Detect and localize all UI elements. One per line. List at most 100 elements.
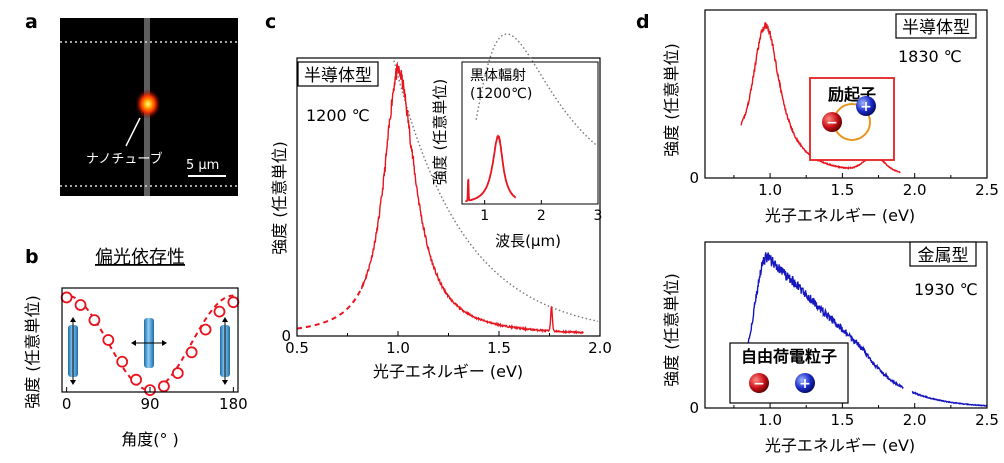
- polarization-data-point: [130, 373, 143, 386]
- temperature-label-1830: 1830 ℃: [898, 47, 962, 66]
- free-electron-icon: [749, 373, 769, 393]
- free-carrier-box-frame: [729, 342, 849, 404]
- spectrum-1830-xtick-label: 2.5: [975, 181, 999, 199]
- pointer-line: [125, 117, 141, 147]
- inset-series: [465, 33, 598, 203]
- polarization-xtick-label: 180: [219, 395, 248, 413]
- micrograph-panel: ナノチューブ 5 μm: [60, 18, 238, 196]
- spectrum-1830-xtick-label: 1.0: [758, 181, 782, 199]
- inset-ylabel: 強度 (任意単位): [431, 79, 449, 185]
- type-box-metallic: [909, 241, 977, 267]
- temperature-label-1200: 1200 ℃: [306, 106, 370, 125]
- spectrum-1930-xtick-label: 1.0: [758, 411, 782, 429]
- hole-sign: +: [860, 99, 872, 115]
- spectrum-1200-ylabel: 強度 (任意単位): [270, 141, 289, 255]
- free-electron-sign: −: [753, 376, 765, 392]
- type-box-semiconducting-1830: [895, 13, 977, 39]
- polarization-xtick-label: 90: [140, 395, 159, 413]
- spectrum-1200-panel: 0.5 1.0 1.5 2.0 0 半導体型 1200 ℃ 強度 (任意単位) 光子エネ…: [270, 33, 612, 381]
- inset-axes: 1 2 3: [461, 61, 603, 224]
- inset-blackbody-curve: [475, 33, 598, 147]
- polarization-data-point: [171, 367, 184, 379]
- inset-background: [458, 62, 598, 202]
- tube-icon-left: [68, 317, 78, 385]
- spectrum-1930-panel: 1.0 1.5 2.0 2.5 0 金属型 1930 ℃ 自由荷電粒子 − + 強度 (…: [662, 241, 999, 455]
- spectrum-1930-xtick-label: 2.0: [903, 411, 927, 429]
- polarization-xtick-label: 0: [62, 395, 72, 413]
- polarization-data-point: [157, 380, 170, 393]
- inset-xtick-label: 2: [537, 208, 546, 224]
- spectrum-1200-xtick-label: 1.0: [386, 339, 410, 357]
- spectrum-1930-xtick-label: 2.5: [975, 411, 999, 429]
- free-hole-icon: [795, 373, 815, 393]
- spectrum-1830-xtick-label: 1.5: [830, 181, 854, 199]
- spectrum-1200-xtick-label: 1.5: [487, 339, 511, 357]
- polarization-data-point: [60, 291, 73, 304]
- polarization-data-point: [88, 314, 101, 327]
- inset-xtick-label: 3: [594, 208, 603, 224]
- spectrum-1930-ylabel: 強度 (任意単位): [662, 273, 681, 387]
- free-carrier-box: 自由荷電粒子 − +: [729, 342, 849, 404]
- type-box-semiconducting: [297, 61, 379, 87]
- polarization-axes: 0 90 180: [61, 287, 248, 413]
- tube-icon-middle: [131, 318, 167, 368]
- nanotube-label: ナノチューブ: [86, 151, 163, 167]
- polarization-panel: 偏光依存性 0 90 180 強度 (任意単位) 角度(° ): [23, 247, 248, 449]
- type-label-semiconducting: 半導体型: [304, 66, 372, 86]
- blackbody-curve: [393, 60, 599, 322]
- spectrum-1930-xlabel: 光子エネルギー (eV): [765, 436, 915, 455]
- panel-label-b: b: [25, 246, 39, 268]
- panel-label-d: d: [636, 11, 650, 33]
- spectrum-1830-ytick-label: 0: [689, 169, 699, 187]
- emission-spot: [135, 89, 161, 119]
- panel-label-c: c: [265, 11, 276, 33]
- inset-legend-line1: 黒体輻射: [470, 68, 526, 84]
- type-label-semiconducting-1830: 半導体型: [902, 18, 970, 38]
- spectrum-1200-xlabel: 光子エネルギー (eV): [373, 362, 523, 381]
- polarization-xlabel: 角度(° ): [121, 430, 179, 449]
- polarization-data-point: [185, 346, 198, 359]
- spectrum-1830-ylabel: 強度 (任意単位): [662, 43, 681, 157]
- spectrum-1200-ytick-label: 0: [281, 327, 291, 345]
- electron-icon: [822, 112, 842, 132]
- polarization-data-point: [116, 355, 129, 368]
- spectrum-1200-xtick-label: 0.5: [285, 339, 309, 357]
- spectrum-1200-fit-curve: [296, 282, 365, 330]
- polarization-data-point: [199, 323, 212, 336]
- spectrum-1830-panel: 1.0 1.5 2.0 2.5 0 半導体型 1830 ℃ 励起子 − + 強度 (任意…: [662, 9, 999, 225]
- type-label-metallic: 金属型: [918, 246, 969, 266]
- inset-frame: [461, 61, 599, 205]
- polarization-title: 偏光依存性: [95, 247, 185, 268]
- spectrum-1930-frame: [704, 241, 988, 409]
- free-carrier-title: 自由荷電粒子: [741, 347, 837, 366]
- spectrum-1930-series: [733, 252, 988, 407]
- spectrum-1930-curve: [733, 252, 904, 390]
- spectrum-1200-curve: [360, 61, 584, 335]
- tube-icon-right: [220, 317, 230, 385]
- spectrum-1200-series: [296, 60, 599, 335]
- spectrum-1830-axes: 1.0 1.5 2.0 2.5 0: [689, 9, 999, 199]
- free-hole-sign: +: [799, 376, 811, 392]
- polarization-data-point: [102, 334, 115, 346]
- inset-emission-curve: [465, 134, 517, 203]
- spectrum-1200-axes: 0.5 1.0 1.5 2.0 0: [281, 57, 612, 357]
- exciton-box: 励起子 − +: [809, 77, 895, 161]
- spectrum-1930-xtick-label: 1.5: [830, 411, 854, 429]
- spectrum-1830-frame: [704, 9, 988, 179]
- panel-label-a: a: [25, 11, 38, 33]
- spectrum-1930-tail: [911, 390, 988, 407]
- spectrum-1830-xlabel: 光子エネルギー (eV): [765, 206, 915, 225]
- polarization-ylabel: 強度 (任意単位): [23, 295, 42, 409]
- inset-xlabel: 波長(μm): [495, 232, 561, 250]
- spectrum-1830-xtick-label: 2.0: [903, 181, 927, 199]
- inset-plot: 1 2 3 黒体輻射 (1200℃) 強度 (任意単位) 波長(μm): [431, 33, 603, 250]
- temperature-label-1930: 1930 ℃: [914, 280, 978, 299]
- inset-legend-line2: (1200℃): [470, 86, 532, 102]
- scale-bar-label: 5 μm: [186, 158, 219, 173]
- spectrum-1930-ytick-label: 0: [689, 399, 699, 417]
- polarization-series: [60, 291, 240, 397]
- polarization-data-point: [227, 296, 240, 309]
- electron-sign: −: [826, 115, 838, 131]
- spectrum-1200-xtick-label: 2.0: [588, 339, 612, 357]
